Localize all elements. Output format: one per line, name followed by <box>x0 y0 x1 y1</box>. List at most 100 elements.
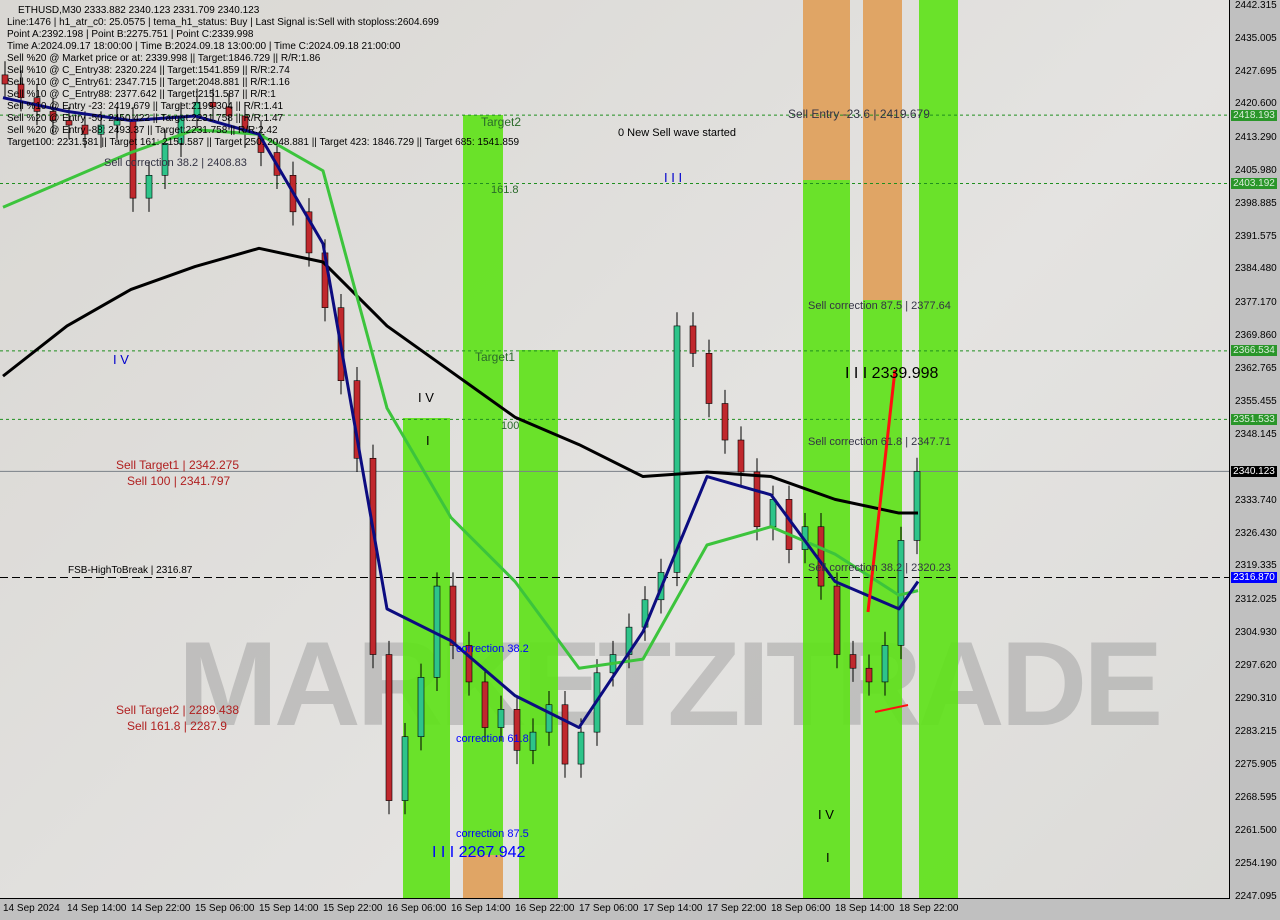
annotation: Target1 <box>475 350 516 364</box>
y-tick-label: 2297.620 <box>1235 660 1277 671</box>
chart-plot-area[interactable]: MARKETZITRADE ETHUSD,M30 2333.882 2340.1… <box>0 0 1230 899</box>
candle <box>113 120 121 126</box>
candle <box>401 736 409 801</box>
candle <box>849 654 857 669</box>
y-tick-label: 2377.170 <box>1235 297 1277 308</box>
x-tick-label: 17 Sep 22:00 <box>707 903 767 914</box>
y-tick-label: 2261.500 <box>1235 825 1277 836</box>
y-tick-label: 2435.005 <box>1235 33 1277 44</box>
candle <box>513 709 521 751</box>
symbol-info: ETHUSD,M30 2333.882 2340.123 2331.709 23… <box>18 5 260 16</box>
x-tick-label: 15 Sep 22:00 <box>323 903 383 914</box>
zone-band <box>803 180 850 898</box>
annotation: Sell correction 87.5 | 2377.64 <box>808 300 951 312</box>
info-line: Sell %10 @ Entry -23: 2419.679 || Target… <box>7 101 284 112</box>
annotation: FSB-HighToBreak | 2316.87 <box>68 565 193 576</box>
zone-band <box>863 0 902 300</box>
info-line: Target100: 2231.581 || Target 161: 2151.… <box>7 137 520 148</box>
candle <box>561 704 569 765</box>
zone-band <box>519 350 558 898</box>
candle <box>161 143 169 176</box>
annotation: I V <box>818 807 834 822</box>
info-line: Sell %10 @ C_Entry38: 2320.224 || Target… <box>7 65 290 76</box>
candle <box>833 585 841 655</box>
candle <box>721 403 729 441</box>
candle <box>481 681 489 728</box>
price-level-tag: 2340.123 <box>1231 466 1277 477</box>
y-tick-label: 2420.600 <box>1235 98 1277 109</box>
candle <box>865 667 873 683</box>
watermark: MARKETZITRADE <box>178 617 1163 751</box>
info-line: Sell %10 @ C_Entry88: 2377.642 || Target… <box>7 89 276 100</box>
x-tick-label: 16 Sep 06:00 <box>387 903 447 914</box>
x-tick-label: 18 Sep 22:00 <box>899 903 959 914</box>
y-tick-label: 2268.595 <box>1235 792 1277 803</box>
candle <box>673 325 681 573</box>
y-tick-label: 2413.290 <box>1235 132 1277 143</box>
candle <box>545 704 553 733</box>
price-level-tag: 2366.534 <box>1231 345 1277 356</box>
candle <box>737 439 745 473</box>
y-tick-label: 2348.145 <box>1235 429 1277 440</box>
candle <box>209 101 217 108</box>
candle <box>385 654 393 801</box>
candle <box>913 471 921 541</box>
zone-band <box>463 855 503 898</box>
info-line: Line:1476 | h1_atr_c0: 25.0575 | tema_h1… <box>7 17 439 28</box>
y-tick-label: 2362.765 <box>1235 363 1277 374</box>
x-tick-label: 15 Sep 14:00 <box>259 903 319 914</box>
annotation: Sell Entry -23.6 | 2419.679 <box>788 107 930 121</box>
candle <box>225 106 233 117</box>
zigzag-line <box>866 369 897 613</box>
x-tick-label: 16 Sep 22:00 <box>515 903 575 914</box>
info-line: Sell %10 @ C_Entry61: 2347.715 || Target… <box>7 77 290 88</box>
x-tick-label: 18 Sep 14:00 <box>835 903 895 914</box>
candle <box>65 120 73 126</box>
candle <box>817 526 825 587</box>
x-tick-label: 15 Sep 06:00 <box>195 903 255 914</box>
candle <box>577 731 585 765</box>
price-level-tag: 2351.533 <box>1231 414 1277 425</box>
y-tick-label: 2275.905 <box>1235 759 1277 770</box>
candle <box>305 211 313 254</box>
zone-band <box>403 418 450 898</box>
annotation: correction 61.8 <box>456 733 529 745</box>
zone-band <box>803 0 850 180</box>
y-tick-label: 2254.190 <box>1235 858 1277 869</box>
candle <box>497 709 505 728</box>
info-line: Sell %20 @ Market price or at: 2339.998 … <box>7 53 321 64</box>
annotation: I V <box>418 390 434 405</box>
annotation: Sell Target2 | 2289.438 <box>116 703 239 717</box>
price-level-tag: 2403.192 <box>1231 178 1277 189</box>
fast-moving-average <box>2 96 920 730</box>
candle <box>689 325 697 354</box>
candle <box>449 585 457 646</box>
x-tick-label: 14 Sep 22:00 <box>131 903 191 914</box>
info-line: Sell %20 @ Entry -50: 2450.422 || Target… <box>7 113 284 124</box>
y-tick-label: 2326.430 <box>1235 528 1277 539</box>
candle <box>145 175 153 199</box>
y-tick-label: 2427.695 <box>1235 66 1277 77</box>
candle <box>769 499 777 528</box>
x-tick-label: 18 Sep 06:00 <box>771 903 831 914</box>
candle <box>465 645 473 683</box>
annotation: I I I <box>664 170 683 185</box>
x-tick-label: 14 Sep 14:00 <box>67 903 127 914</box>
candle <box>49 111 57 121</box>
candle <box>705 353 713 404</box>
info-line: Sell %20 @ Entry -88: 2493.37 || Target:… <box>7 125 278 136</box>
y-tick-label: 2384.480 <box>1235 263 1277 274</box>
y-tick-label: 2312.025 <box>1235 594 1277 605</box>
x-tick-label: 14 Sep 2024 <box>3 903 60 914</box>
info-line: Point A:2392.198 | Point B:2275.751 | Po… <box>7 29 254 40</box>
y-tick-label: 2333.740 <box>1235 495 1277 506</box>
annotation: 0 New Sell wave started <box>618 127 736 139</box>
y-tick-label: 2304.930 <box>1235 627 1277 638</box>
annotation: correction 38.2 <box>456 643 529 655</box>
slow-moving-average <box>2 246 918 515</box>
y-tick-label: 2319.335 <box>1235 560 1277 571</box>
candle <box>17 83 25 99</box>
mid-moving-average <box>2 128 919 670</box>
candle <box>417 677 425 737</box>
y-tick-label: 2442.315 <box>1235 0 1277 11</box>
